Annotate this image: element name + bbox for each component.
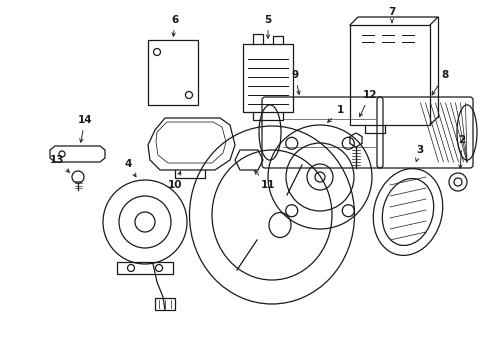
Text: 3: 3 [415, 145, 423, 161]
Text: 14: 14 [78, 115, 92, 142]
Text: 8: 8 [431, 70, 447, 95]
Text: 2: 2 [457, 135, 465, 168]
Text: 11: 11 [254, 171, 275, 190]
Text: 1: 1 [327, 105, 343, 122]
Text: 7: 7 [387, 7, 395, 23]
Text: 10: 10 [167, 171, 182, 190]
Text: 4: 4 [124, 159, 136, 177]
Text: 9: 9 [291, 70, 300, 94]
Text: 6: 6 [171, 15, 178, 36]
Text: 13: 13 [50, 155, 69, 172]
Text: 5: 5 [264, 15, 271, 38]
Text: 12: 12 [359, 90, 376, 117]
